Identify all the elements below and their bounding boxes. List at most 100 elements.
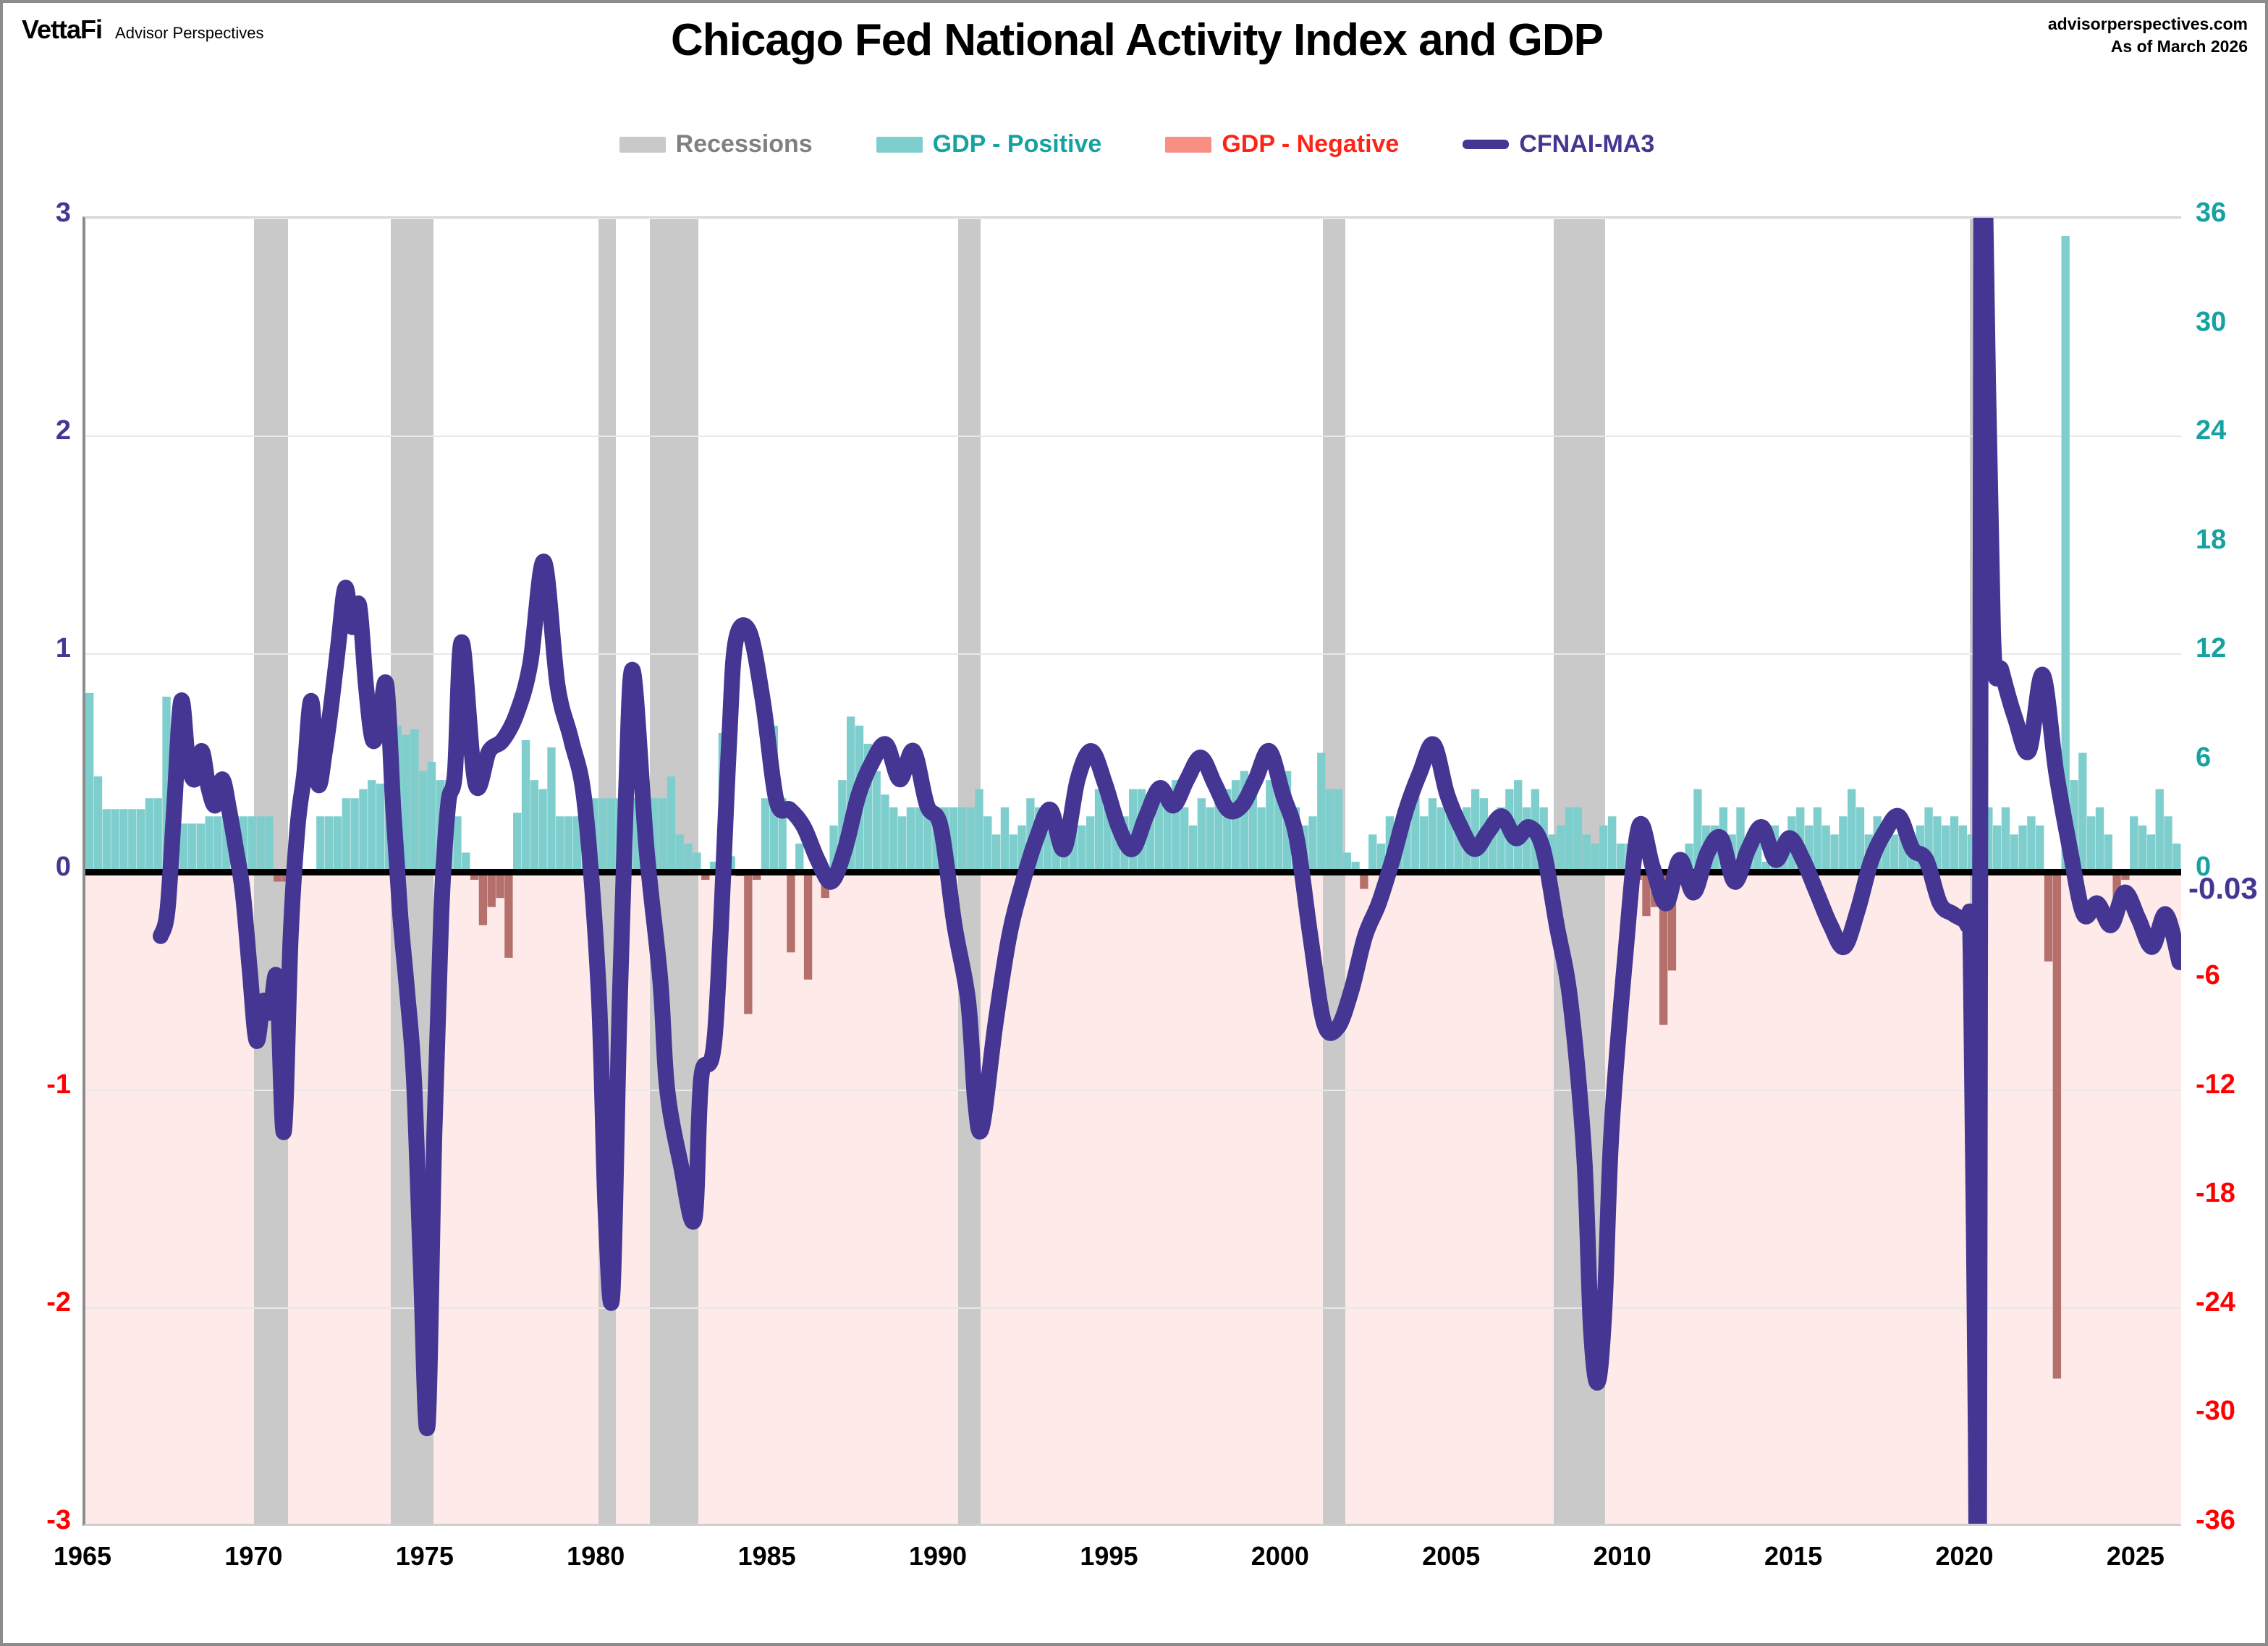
y-axis-right-tick: 30 xyxy=(2196,306,2227,337)
gdp-bar xyxy=(376,784,385,871)
gdp-bar xyxy=(1419,816,1429,871)
gdp-bar xyxy=(1342,852,1351,871)
y-axis-right-tick: -6 xyxy=(2196,960,2220,991)
gdp-bar xyxy=(2146,834,2156,871)
gdp-bar xyxy=(1334,789,1343,871)
gdp-bar xyxy=(2172,843,2181,871)
gdp-bar xyxy=(324,816,334,871)
gridline xyxy=(85,436,2181,438)
gdp-bar xyxy=(2070,780,2078,871)
gdp-bar xyxy=(547,747,556,871)
gdp-bar xyxy=(829,825,838,871)
gdp-bar xyxy=(162,696,171,871)
gdp-bar xyxy=(556,816,564,871)
gdp-bar xyxy=(1454,825,1463,871)
gdp-bar xyxy=(838,780,847,871)
legend-item-gdp-positive[interactable]: GDP - Positive xyxy=(876,130,1101,158)
gdp-bar xyxy=(897,816,907,871)
x-axis-tick: 1970 xyxy=(224,1541,283,1571)
gdp-bar xyxy=(2010,834,2018,871)
gdp-bar xyxy=(701,870,710,881)
gdp-bar xyxy=(274,870,282,882)
gdp-bar xyxy=(598,798,607,871)
gdp-bar xyxy=(179,823,188,871)
x-axis-tick: 1965 xyxy=(53,1541,112,1571)
gdp-bar xyxy=(470,870,479,881)
gdp-bar xyxy=(1351,861,1360,871)
gdp-bar xyxy=(2018,825,2027,871)
gdp-bar xyxy=(915,807,923,871)
gdp-bar xyxy=(2001,807,2010,871)
brand-tagline: Advisor Perspectives xyxy=(115,24,264,42)
gdp-bar xyxy=(2104,834,2112,871)
gdp-bar xyxy=(983,816,992,871)
gdp-bar xyxy=(1497,807,1505,871)
gdp-bar xyxy=(1924,807,1933,871)
x-axis-tick: 2015 xyxy=(1764,1541,1823,1571)
zero-line xyxy=(85,868,2181,875)
gdp-bar xyxy=(675,834,684,871)
gdp-bar xyxy=(478,870,488,925)
gdp-bar xyxy=(1599,825,1608,871)
x-axis-tick: 2025 xyxy=(2106,1541,2165,1571)
x-axis-tick: 2005 xyxy=(1422,1541,1481,1571)
gdp-bar xyxy=(957,807,967,871)
gdp-bar xyxy=(761,798,770,871)
y-axis-right-tick: 24 xyxy=(2196,415,2227,446)
x-axis-tick: 1990 xyxy=(908,1541,968,1571)
gdp-bar xyxy=(521,740,530,871)
gdp-bar xyxy=(410,729,419,871)
y-axis-right-tick: 6 xyxy=(2196,742,2212,773)
gdp-bar xyxy=(1848,789,1856,871)
gdp-bar xyxy=(1163,789,1172,871)
gdp-bar xyxy=(453,816,462,871)
gdp-bar xyxy=(1907,852,1916,871)
gdp-bar xyxy=(2164,816,2172,871)
gdp-bar xyxy=(256,816,265,871)
gdp-bar xyxy=(2121,870,2130,881)
page-title: Chicago Fed National Activity Index and … xyxy=(671,15,1604,65)
gdp-bar xyxy=(2086,816,2096,871)
y-axis-left-tick: 1 xyxy=(55,633,71,664)
gdp-bar xyxy=(1890,834,1899,871)
gdp-bar xyxy=(1188,825,1198,871)
gdp-bar xyxy=(487,870,496,907)
gdp-bar xyxy=(102,809,111,871)
gdp-bar xyxy=(803,870,813,980)
gdp-bar xyxy=(1761,861,1771,871)
legend-item-gdp-negative[interactable]: GDP - Negative xyxy=(1165,130,1399,158)
y-axis-left-tick: -1 xyxy=(46,1069,71,1100)
gdp-bar xyxy=(872,771,881,871)
gdp-bar xyxy=(1094,789,1104,871)
gdp-bar xyxy=(1436,807,1445,871)
gdp-bar xyxy=(1967,834,1976,871)
gdp-bar xyxy=(1197,798,1206,871)
gdp-bar xyxy=(658,798,667,871)
gdp-bar xyxy=(632,798,641,871)
gdp-bar xyxy=(2036,825,2044,871)
gdp-bar xyxy=(1214,789,1223,871)
gridline xyxy=(85,1307,2181,1309)
gdp-bar xyxy=(1573,807,1583,871)
gdp-bar xyxy=(111,809,119,871)
gdp-bar xyxy=(1488,825,1497,871)
gdp-bar xyxy=(1548,834,1557,871)
gdp-bar xyxy=(889,807,898,871)
gdp-bar xyxy=(2138,825,2147,871)
gdp-bar xyxy=(2078,752,2087,871)
gdp-bar xyxy=(1582,834,1591,871)
legend-item-cfnai[interactable]: CFNAI-MA3 xyxy=(1463,130,1654,158)
gdp-bar xyxy=(1428,798,1437,871)
gdp-bar xyxy=(247,816,256,871)
gdp-bar xyxy=(1821,825,1830,871)
gdp-bar xyxy=(1813,807,1822,871)
x-axis-tick: 1980 xyxy=(567,1541,625,1571)
legend-item-recessions[interactable]: Recessions xyxy=(619,130,813,158)
y-axis-right-tick: -36 xyxy=(2196,1505,2235,1535)
gdp-bar xyxy=(1471,789,1480,871)
y-axis-left-tick: 0 xyxy=(55,851,71,882)
gdp-bar xyxy=(1882,825,1890,871)
y-axis-left-tick: 2 xyxy=(55,415,71,446)
gdp-bar xyxy=(1274,780,1283,871)
